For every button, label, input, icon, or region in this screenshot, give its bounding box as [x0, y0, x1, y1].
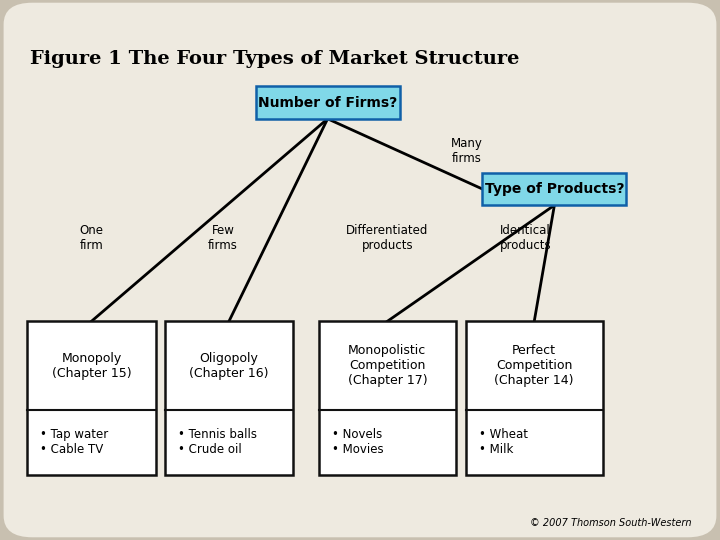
FancyBboxPatch shape [4, 3, 716, 537]
Text: Monopolistic
Competition
(Chapter 17): Monopolistic Competition (Chapter 17) [348, 344, 427, 387]
Text: • Tap water
• Cable TV: • Tap water • Cable TV [40, 429, 109, 456]
Text: One
firm: One firm [79, 224, 104, 252]
FancyBboxPatch shape [482, 173, 626, 205]
Text: • Tennis balls
• Crude oil: • Tennis balls • Crude oil [178, 429, 257, 456]
FancyBboxPatch shape [256, 86, 400, 119]
Text: © 2007 Thomson South-Western: © 2007 Thomson South-Western [530, 518, 691, 528]
Text: Identical
products: Identical products [500, 224, 552, 252]
Text: Oligopoly
(Chapter 16): Oligopoly (Chapter 16) [189, 352, 269, 380]
Text: • Wheat
• Milk: • Wheat • Milk [479, 429, 528, 456]
FancyBboxPatch shape [466, 321, 603, 475]
Text: Figure 1 The Four Types of Market Structure: Figure 1 The Four Types of Market Struct… [30, 50, 520, 68]
Text: Number of Firms?: Number of Firms? [258, 96, 397, 110]
Text: Type of Products?: Type of Products? [485, 182, 624, 196]
FancyBboxPatch shape [165, 321, 293, 475]
Text: Many
firms: Many firms [451, 137, 482, 165]
Text: Differentiated
products: Differentiated products [346, 224, 428, 252]
Text: • Novels
• Movies: • Novels • Movies [332, 429, 384, 456]
Text: Few
firms: Few firms [208, 224, 238, 252]
Text: Monopoly
(Chapter 15): Monopoly (Chapter 15) [52, 352, 131, 380]
FancyBboxPatch shape [319, 321, 456, 475]
FancyBboxPatch shape [27, 321, 156, 475]
Text: Perfect
Competition
(Chapter 14): Perfect Competition (Chapter 14) [495, 344, 574, 387]
